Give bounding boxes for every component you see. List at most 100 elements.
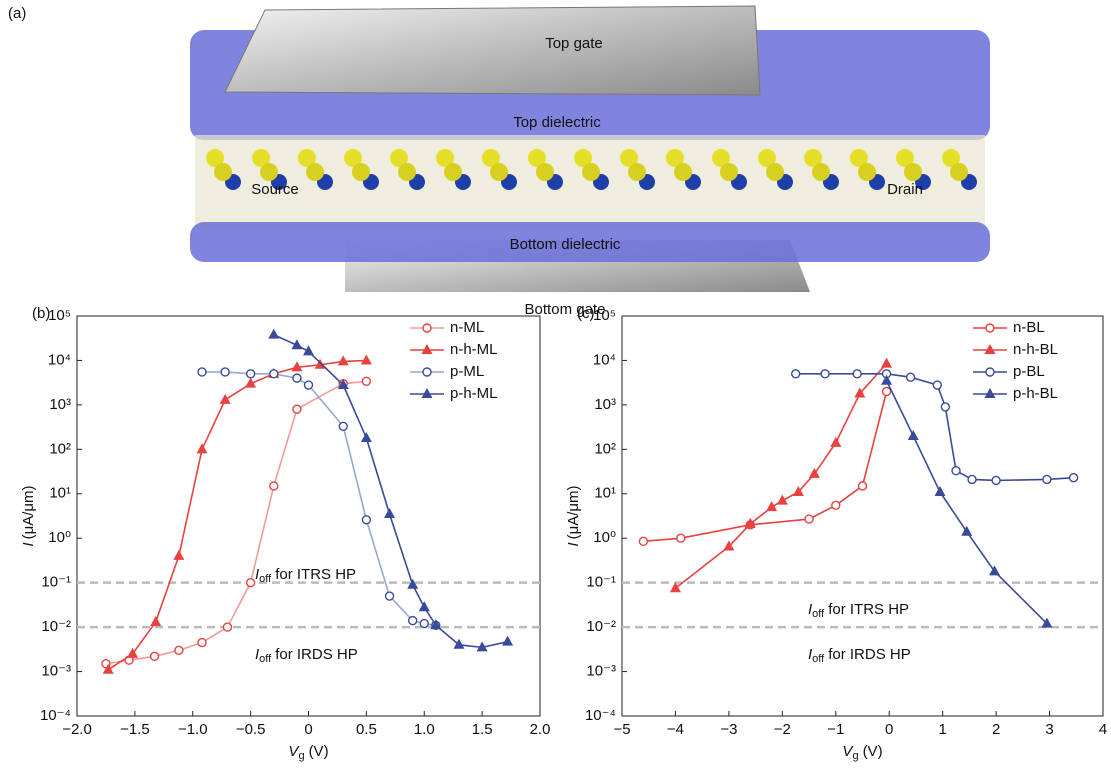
panel-label: (c) [577, 305, 595, 322]
atom [720, 163, 738, 181]
annotation-text: for ITRS HP [828, 601, 909, 618]
annotation: Iofffor IRDS HP [808, 646, 911, 665]
marker [268, 329, 279, 339]
label: Source [251, 181, 299, 198]
legend-label: n-h-ML [450, 341, 498, 358]
marker [941, 403, 949, 411]
marker [270, 370, 278, 378]
x-tick-label: 1.5 [472, 721, 493, 738]
y-tick-label: 10⁻¹ [586, 574, 616, 591]
annotation-sub: off [812, 608, 825, 620]
y-tick-label: 10⁻⁴ [40, 707, 71, 724]
marker [386, 592, 394, 600]
marker [420, 620, 428, 628]
annotation-sub: off [812, 653, 825, 665]
marker [985, 388, 996, 398]
marker [361, 432, 372, 442]
marker [859, 482, 867, 490]
x-tick-label: −5 [613, 721, 630, 738]
x-axis-label: Vg(V) [288, 743, 328, 762]
y-tick-label: 10⁵ [593, 307, 616, 324]
marker [777, 495, 788, 505]
marker [992, 476, 1000, 484]
marker [361, 354, 372, 364]
atom [306, 163, 324, 181]
atom [628, 163, 646, 181]
x-tick-label: 2 [992, 721, 1000, 738]
marker [339, 422, 347, 430]
atom [904, 163, 922, 181]
x-label-unit: (V) [863, 743, 883, 760]
atom [674, 163, 692, 181]
annotation-text: for IRDS HP [828, 646, 911, 663]
marker [968, 475, 976, 483]
marker [362, 377, 370, 385]
series-line [106, 381, 366, 663]
y-tick-label: 10⁻² [586, 618, 616, 635]
marker [1070, 474, 1078, 482]
y-tick-label: 10¹ [594, 485, 616, 502]
y-tick-label: 10¹ [49, 485, 71, 502]
atom [490, 163, 508, 181]
y-tick-label: 10⁴ [48, 351, 71, 368]
atom [812, 163, 830, 181]
marker [821, 370, 829, 378]
annotation: Iofffor ITRS HP [255, 566, 356, 585]
marker [934, 486, 945, 496]
marker [423, 324, 431, 332]
label: Top gate [545, 35, 603, 52]
panel-label: (a) [8, 5, 26, 22]
x-tick-label: 1 [938, 721, 946, 738]
atom [398, 163, 416, 181]
y-tick-label: 10⁰ [593, 529, 616, 546]
marker [832, 501, 840, 509]
y-axis-label: I (μA/μm) [20, 485, 37, 546]
marker [175, 646, 183, 654]
annotation-sub: off [259, 573, 272, 585]
atom [582, 163, 600, 181]
atom [858, 163, 876, 181]
y-label-unit: (μA/μm) [565, 485, 582, 539]
y-tick-label: 10⁻³ [41, 663, 71, 680]
marker [293, 374, 301, 382]
marker [422, 388, 433, 398]
atom [260, 163, 278, 181]
marker [223, 623, 231, 631]
marker [362, 516, 370, 524]
channel-region [195, 135, 985, 230]
legend-label: p-h-ML [450, 385, 498, 402]
y-label-symbol: I [20, 542, 37, 546]
marker [881, 358, 892, 368]
marker [150, 616, 161, 626]
annotation: Iofffor ITRS HP [808, 601, 909, 620]
label: Top dielectric [513, 114, 601, 131]
marker [409, 617, 417, 625]
marker [270, 482, 278, 490]
x-tick-label: 3 [1045, 721, 1053, 738]
marker [419, 601, 430, 611]
device-illustration: (a) Top gate Top dielectric Source Drain… [8, 5, 990, 318]
atom [352, 163, 370, 181]
marker [830, 437, 841, 447]
y-tick-label: 10³ [594, 396, 616, 413]
legend-label: n-h-BL [1013, 341, 1058, 358]
x-tick-label: 1.0 [414, 721, 435, 738]
x-tick-label: −1.0 [178, 721, 208, 738]
marker [247, 370, 255, 378]
marker [805, 515, 813, 523]
x-label-unit: (V) [309, 743, 329, 760]
annotation-text: for IRDS HP [275, 646, 358, 663]
y-axis-label: I (μA/μm) [565, 485, 582, 546]
marker [883, 388, 891, 396]
y-tick-label: 10² [594, 440, 616, 457]
x-tick-label: −3 [720, 721, 737, 738]
x-tick-label: 0 [885, 721, 893, 738]
atom [444, 163, 462, 181]
label: Drain [887, 181, 923, 198]
y-label-symbol: I [565, 542, 582, 546]
x-tick-label: −1.5 [120, 721, 150, 738]
annotation-sub: off [259, 653, 272, 665]
y-label-unit: (μA/μm) [20, 485, 37, 539]
marker [220, 394, 231, 404]
atom [766, 163, 784, 181]
